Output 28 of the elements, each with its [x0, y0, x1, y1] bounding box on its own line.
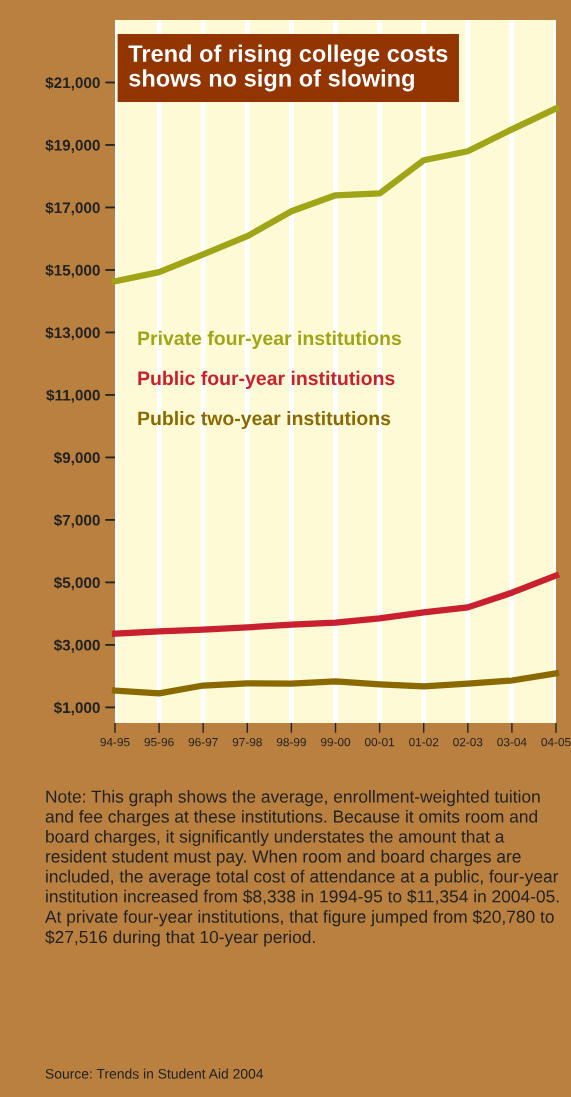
text: Note: This graph shows the average, enrollment-weighted tuition and fee charges at these institutions. Because it omits room and board charges, it significantly understates the amount that a resident student must pay. When room and board charges are included, the average total cost of attendance at a public, four-year institution increased from $8,338 in 1994-95 to $11,354 in 2004-05. At private four-year institutions, that figure jumped from $20,780 to $27,516 during that 10-year period. — [45, 790, 559, 947]
x-tick-label: 02-03 — [453, 737, 483, 747]
text: Public four-year institutions — [138, 370, 395, 389]
y-tick-label: $21,000 — [45, 76, 100, 91]
text: Public two-year institutions — [138, 410, 391, 430]
x-tick-label: 99-00 — [320, 737, 351, 747]
x-tick-label: 03-04 — [497, 737, 527, 747]
y-tick-label: $7,000 — [53, 514, 100, 528]
x-tick-label: 96-97 — [188, 737, 218, 747]
x-tick-label: 04-05 — [541, 737, 571, 747]
y-tick-label: $3,000 — [53, 639, 100, 653]
text: Trend of rising college costs shows no sign of slowing — [128, 44, 448, 92]
x-tick-label: 94-95 — [100, 737, 130, 747]
x-tick-label: 97-98 — [232, 737, 262, 747]
y-tick-label: $13,000 — [45, 326, 100, 341]
source-note: Source: Trends in Student Aid 2004 — [45, 1068, 264, 1079]
y-tick-label: $19,000 — [45, 139, 100, 153]
y-tick-label: $15,000 — [45, 264, 100, 278]
y-tick-label: $11,000 — [46, 389, 100, 403]
x-tick-label: 95-96 — [144, 737, 174, 747]
x-tick-label: 01-02 — [409, 737, 439, 747]
y-tick-label: $1,000 — [53, 701, 100, 716]
x-tick-label: 00-01 — [364, 737, 395, 747]
y-tick-label: $5,000 — [53, 576, 100, 591]
y-tick-label: $9,000 — [53, 451, 100, 466]
x-tick-label: 98-99 — [276, 737, 306, 747]
y-tick-label: $17,000 — [45, 201, 100, 216]
text: Private four-year institutions — [138, 330, 401, 349]
